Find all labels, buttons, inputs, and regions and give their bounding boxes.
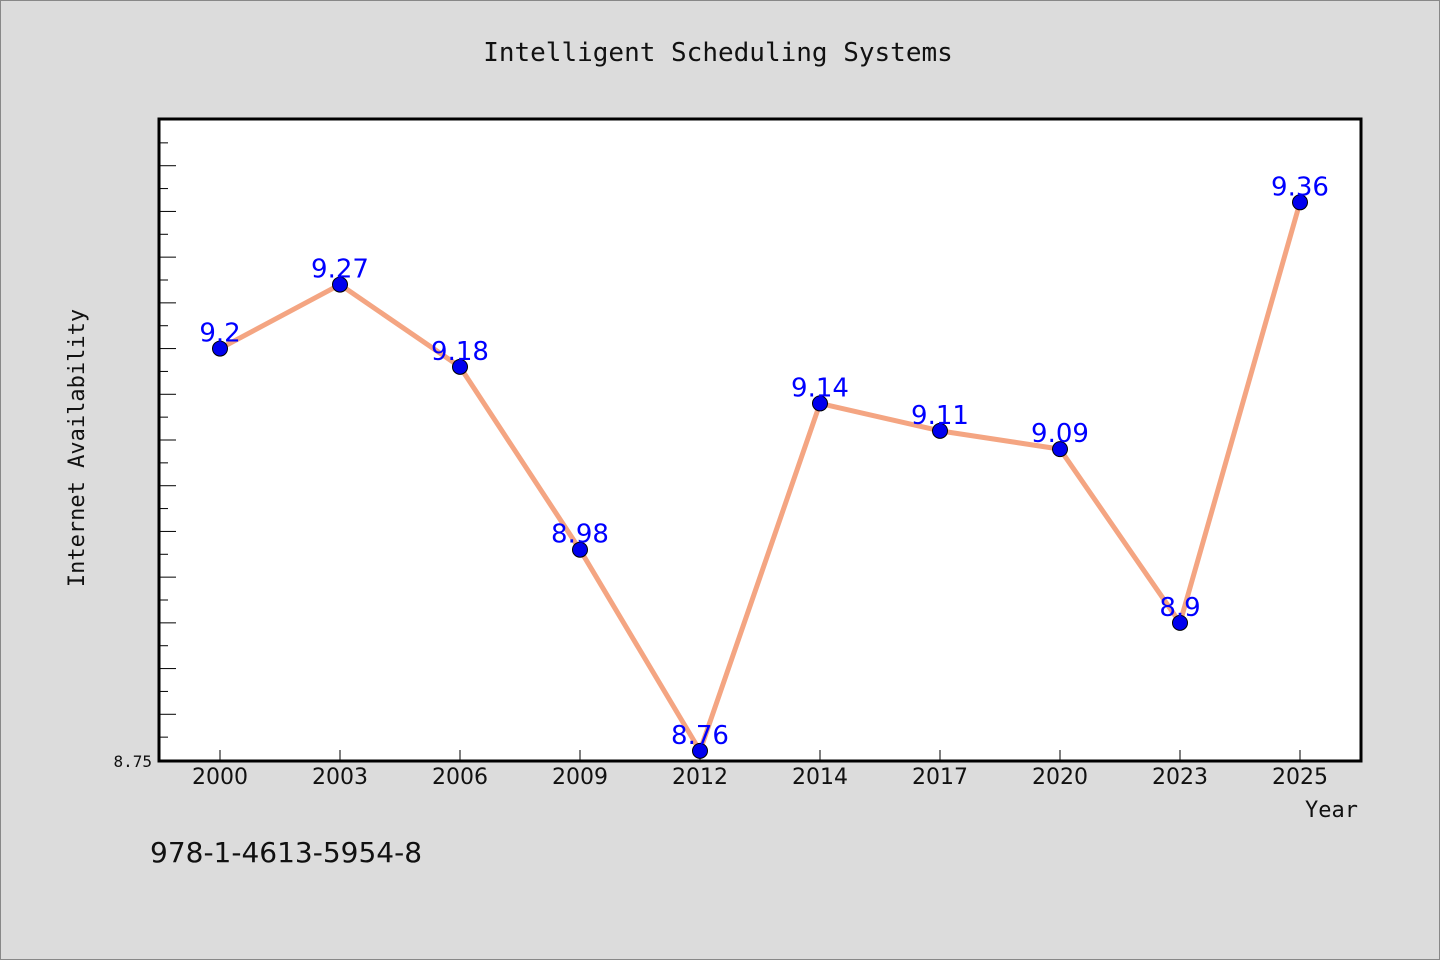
data-point: [1172, 614, 1188, 631]
data-label: 8.76: [671, 721, 729, 751]
x-axis-title: Year: [1305, 798, 1358, 823]
isbn-label: 978-1-4613-5954-8: [150, 836, 422, 869]
data-label: 9.2: [199, 319, 240, 349]
x-tick-label: 2006: [432, 765, 488, 790]
chart-title: Intelligent Scheduling Systems: [483, 38, 953, 68]
data-point: [212, 340, 228, 357]
data-point: [692, 742, 708, 759]
data-label: 9.27: [311, 255, 369, 285]
x-tick-label: 2009: [552, 765, 608, 790]
data-point: [452, 358, 468, 375]
data-label: 9.14: [791, 373, 849, 403]
y-axis-title: Internet Availability: [65, 309, 90, 587]
x-tick-label: 2025: [1272, 765, 1328, 790]
series-markers: [212, 194, 1308, 759]
data-point: [1052, 441, 1068, 458]
x-tick-label: 2012: [672, 765, 728, 790]
data-point: [1292, 194, 1308, 211]
data-label: 8.9: [1159, 593, 1200, 623]
data-labels: 9.2 9.27 9.18 8.98 8.76 9.14 9.11 9.09 8.9 9.36: [199, 172, 1329, 751]
x-tick-label: 2023: [1152, 765, 1208, 790]
y-tick-label: 8.75: [113, 752, 152, 771]
data-point: [572, 541, 588, 558]
x-tick-label: 2000: [192, 765, 248, 790]
x-tick-label: 2020: [1032, 765, 1088, 790]
data-point: [932, 422, 948, 439]
data-label: 9.09: [1031, 419, 1089, 449]
data-point: [812, 395, 828, 412]
y-axis-minor-ticks: [160, 142, 176, 761]
x-tick-label: 2014: [792, 765, 848, 790]
data-label: 9.36: [1271, 172, 1329, 202]
x-tick-label: 2003: [312, 765, 368, 790]
series-line: [218, 201, 1303, 754]
data-label: 9.11: [911, 401, 969, 431]
data-point: [332, 276, 348, 293]
x-axis-tick-labels: 2000 2003 2006 2009 2012 2014 2017 2020 2023 2025: [192, 765, 1328, 790]
x-tick-label: 2017: [912, 765, 968, 790]
plot-area: [157, 117, 1363, 763]
data-label: 9.18: [431, 337, 489, 367]
data-label: 8.98: [551, 520, 609, 550]
